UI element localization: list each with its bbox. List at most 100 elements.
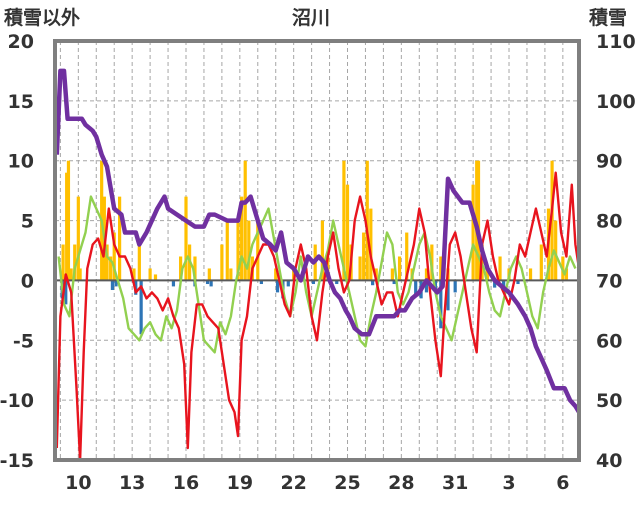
bar <box>471 184 475 281</box>
right-tick-label: 100 <box>596 91 636 113</box>
bar <box>446 280 450 311</box>
bar <box>476 160 481 281</box>
bar <box>61 244 65 281</box>
right-tick-label: 80 <box>596 211 622 233</box>
right-axis-title: 積雪 <box>589 6 627 29</box>
series-line <box>57 195 577 354</box>
series-line <box>55 171 581 462</box>
bar <box>453 280 457 293</box>
bar <box>516 280 520 285</box>
plot-frame <box>53 39 581 462</box>
bar <box>220 244 224 281</box>
bar <box>209 280 213 287</box>
left-tick-label: -10 <box>0 390 34 412</box>
bar <box>256 220 260 281</box>
bar <box>320 220 324 281</box>
bar <box>498 256 502 281</box>
bar <box>240 196 244 281</box>
x-tick-label: 22 <box>280 472 306 494</box>
bar <box>369 208 373 281</box>
bar <box>65 172 69 281</box>
bar <box>109 256 113 281</box>
bar <box>112 232 116 281</box>
bar <box>247 220 251 281</box>
right-tick-label: 90 <box>596 151 622 173</box>
bar <box>118 196 122 281</box>
bar <box>335 280 339 285</box>
bar <box>439 280 443 329</box>
bar <box>193 256 197 281</box>
left-tick-label: 0 <box>21 270 34 292</box>
bar <box>229 268 233 281</box>
bar <box>345 184 350 281</box>
bar <box>424 280 429 293</box>
chart-title: 沼川 <box>292 6 330 29</box>
bar <box>405 232 409 281</box>
bar <box>66 160 71 281</box>
bar <box>132 268 136 281</box>
bar <box>564 268 569 281</box>
bar <box>105 244 109 281</box>
bar <box>78 268 82 281</box>
bar <box>371 280 375 286</box>
bar <box>539 244 543 281</box>
left-tick-label: 10 <box>8 151 34 173</box>
bar <box>207 268 211 281</box>
bar <box>286 280 290 287</box>
bar <box>236 220 240 281</box>
bar <box>390 268 394 281</box>
right-axis-ticks: 110 100 90 80 70 60 50 40 <box>596 31 636 472</box>
bar <box>179 256 183 281</box>
bar <box>374 268 378 281</box>
left-axis-title: 積雪以外 <box>4 6 80 29</box>
bar <box>424 268 429 281</box>
series-line <box>54 68 581 414</box>
line-series <box>54 68 581 462</box>
left-tick-label: 15 <box>8 91 34 113</box>
bar <box>114 280 118 287</box>
bar <box>362 232 366 281</box>
left-tick-label: -15 <box>0 450 34 472</box>
left-tick-label: -5 <box>13 330 34 352</box>
x-tick-label: 28 <box>388 472 414 494</box>
bar <box>225 220 229 281</box>
bar <box>275 280 280 293</box>
right-tick-label: 50 <box>596 390 622 412</box>
right-tick-label: 40 <box>596 450 622 472</box>
bar <box>171 280 176 287</box>
bar <box>274 268 278 281</box>
bar <box>493 280 497 288</box>
bar <box>528 268 533 281</box>
x-tick-label: 19 <box>227 472 253 494</box>
bar <box>550 160 554 281</box>
bar <box>397 256 402 281</box>
bar <box>110 280 115 291</box>
bar <box>76 196 80 281</box>
left-tick-label: 20 <box>8 31 34 53</box>
bar <box>485 268 490 281</box>
left-tick-label: 5 <box>21 211 34 233</box>
bar <box>184 196 188 281</box>
x-tick-label: 31 <box>442 472 468 494</box>
bar <box>414 280 418 295</box>
bar <box>148 268 152 281</box>
bar <box>73 244 77 281</box>
x-axis-ticks: 10 13 16 19 22 25 28 31 3 6 <box>65 472 569 494</box>
x-tick-label: 16 <box>173 472 199 494</box>
right-tick-label: 70 <box>596 270 622 292</box>
x-tick-label: 13 <box>119 472 145 494</box>
left-axis-ticks: 20 15 10 5 0 -5 -10 -15 <box>0 31 34 472</box>
bar <box>365 160 369 281</box>
bar <box>64 280 68 305</box>
x-tick-label: 10 <box>65 472 91 494</box>
x-tick-label: 3 <box>502 472 515 494</box>
bar <box>439 256 443 281</box>
bar <box>153 274 158 281</box>
right-tick-label: 60 <box>596 330 622 352</box>
x-tick-label: 25 <box>334 472 360 494</box>
bar <box>69 268 73 281</box>
bar <box>311 280 316 285</box>
bar <box>342 160 346 281</box>
